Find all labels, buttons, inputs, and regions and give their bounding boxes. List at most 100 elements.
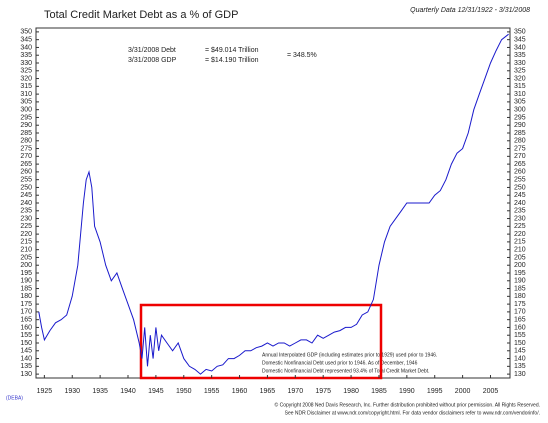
annotation: Domestic Nonfinancial Debt used prior to… <box>262 360 418 366</box>
y2-tick-label: 175 <box>514 301 526 308</box>
y-tick-label: 350 <box>20 29 32 36</box>
y2-tick-label: 160 <box>514 324 526 331</box>
y-tick-label: 170 <box>20 309 32 316</box>
y-tick-label: 330 <box>20 60 32 67</box>
plot-frame <box>35 27 511 379</box>
y-tick-label: 190 <box>20 278 32 285</box>
y2-tick-label: 190 <box>514 278 526 285</box>
x-tick-label: 1950 <box>176 388 192 395</box>
x-tick-label: 1980 <box>343 388 359 395</box>
y2-tick-label: 345 <box>514 37 526 44</box>
y2-tick-label: 325 <box>514 68 526 75</box>
y2-tick-label: 205 <box>514 254 526 261</box>
y-tick-label: 290 <box>20 122 32 129</box>
y-tick-label: 205 <box>20 254 32 261</box>
y-tick-label: 230 <box>20 215 32 222</box>
x-tick-label: 1985 <box>371 388 387 395</box>
y-tick-label: 220 <box>20 231 32 238</box>
y-tick-label: 340 <box>20 44 32 51</box>
y2-tick-label: 210 <box>514 247 526 254</box>
y-tick-label: 310 <box>20 91 32 98</box>
y-tick-label: 155 <box>20 332 32 339</box>
highlight-box <box>139 303 383 380</box>
y2-tick-label: 220 <box>514 231 526 238</box>
y-tick-label: 265 <box>20 161 32 168</box>
y-tick-label: 285 <box>20 130 32 137</box>
y-tick-label: 160 <box>20 324 32 331</box>
y-tick-label: 240 <box>20 200 32 207</box>
y-tick-label: 255 <box>20 177 32 184</box>
x-tick-label: 1975 <box>315 388 331 395</box>
x-tick-label: 1960 <box>232 388 248 395</box>
y2-tick-label: 305 <box>514 99 526 106</box>
y-tick-label: 250 <box>20 184 32 191</box>
x-tick-label: 1970 <box>288 388 304 395</box>
y2-tick-label: 180 <box>514 293 526 300</box>
y2-tick-label: 310 <box>514 91 526 98</box>
annotation: Annual Interpolated GDP (including estim… <box>262 352 437 358</box>
y2-tick-label: 145 <box>514 348 526 355</box>
y2-tick-label: 255 <box>514 177 526 184</box>
y-tick-label: 180 <box>20 293 32 300</box>
y-tick-label: 320 <box>20 75 32 82</box>
x-tick-label: 1965 <box>260 388 276 395</box>
y2-tick-label: 150 <box>514 340 526 347</box>
y2-tick-label: 165 <box>514 317 526 324</box>
line <box>38 33 509 375</box>
annotation: 3/31/2008 Debt <box>128 47 176 54</box>
y-tick-label: 185 <box>20 285 32 292</box>
y2-tick-label: 340 <box>514 44 526 51</box>
x-tick-label: 1935 <box>92 388 108 395</box>
y2-tick-label: 185 <box>514 285 526 292</box>
y-tick-label: 145 <box>20 348 32 355</box>
annotation: = $14.190 Trillion <box>205 57 259 64</box>
y-tick-label: 175 <box>20 301 32 308</box>
y2-tick-label: 240 <box>514 200 526 207</box>
y2-tick-label: 155 <box>514 332 526 339</box>
y2-tick-label: 350 <box>514 29 526 36</box>
y-tick-label: 295 <box>20 114 32 121</box>
y-tick-label: 210 <box>20 247 32 254</box>
y-tick-label: 275 <box>20 145 32 152</box>
annotation: 3/31/2008 GDP <box>128 57 177 64</box>
y-tick-label: 345 <box>20 37 32 44</box>
y2-tick-label: 285 <box>514 130 526 137</box>
y2-tick-label: 215 <box>514 239 526 246</box>
chart-title: Total Credit Market Debt as a % of GDP <box>44 9 238 21</box>
y-tick-label: 130 <box>20 371 32 378</box>
y2-tick-label: 140 <box>514 355 526 362</box>
x-tick-label: 2000 <box>455 388 471 395</box>
footer: See NDR Disclaimer at www.ndr.com/copyri… <box>285 410 540 416</box>
y2-tick-label: 265 <box>514 161 526 168</box>
y-tick-label: 135 <box>20 363 32 370</box>
y2-tick-label: 225 <box>514 223 526 230</box>
y2-tick-label: 315 <box>514 83 526 90</box>
y-tick-label: 305 <box>20 99 32 106</box>
y2-tick-label: 200 <box>514 262 526 269</box>
x-tick-label: 1990 <box>399 388 415 395</box>
y-tick-label: 235 <box>20 208 32 215</box>
y2-tick-label: 250 <box>514 184 526 191</box>
y-tick-label: 270 <box>20 153 32 160</box>
y2-tick-label: 230 <box>514 215 526 222</box>
y-tick-label: 325 <box>20 68 32 75</box>
y-tick-label: 315 <box>20 83 32 90</box>
y-tick-label: 335 <box>20 52 32 59</box>
y2-tick-label: 320 <box>514 75 526 82</box>
y2-tick-label: 235 <box>514 208 526 215</box>
y2-tick-label: 130 <box>514 371 526 378</box>
x-tick-label: 2005 <box>483 388 499 395</box>
chart-subtitle: Quarterly Data 12/31/1922 - 3/31/2008 <box>410 7 530 14</box>
y2-tick-label: 300 <box>514 107 526 114</box>
x-tick-label: 1995 <box>427 388 443 395</box>
y-tick-label: 260 <box>20 169 32 176</box>
y-tick-label: 300 <box>20 107 32 114</box>
source: (DEBA) <box>6 395 23 401</box>
x-tick-label: 1945 <box>148 388 164 395</box>
annotation: = $49.014 Trillion <box>205 47 259 54</box>
annotation: Domestic Nonfinancial Debt represented 9… <box>262 368 430 374</box>
y-tick-label: 215 <box>20 239 32 246</box>
y-tick-label: 280 <box>20 138 32 145</box>
y2-tick-label: 295 <box>514 114 526 121</box>
